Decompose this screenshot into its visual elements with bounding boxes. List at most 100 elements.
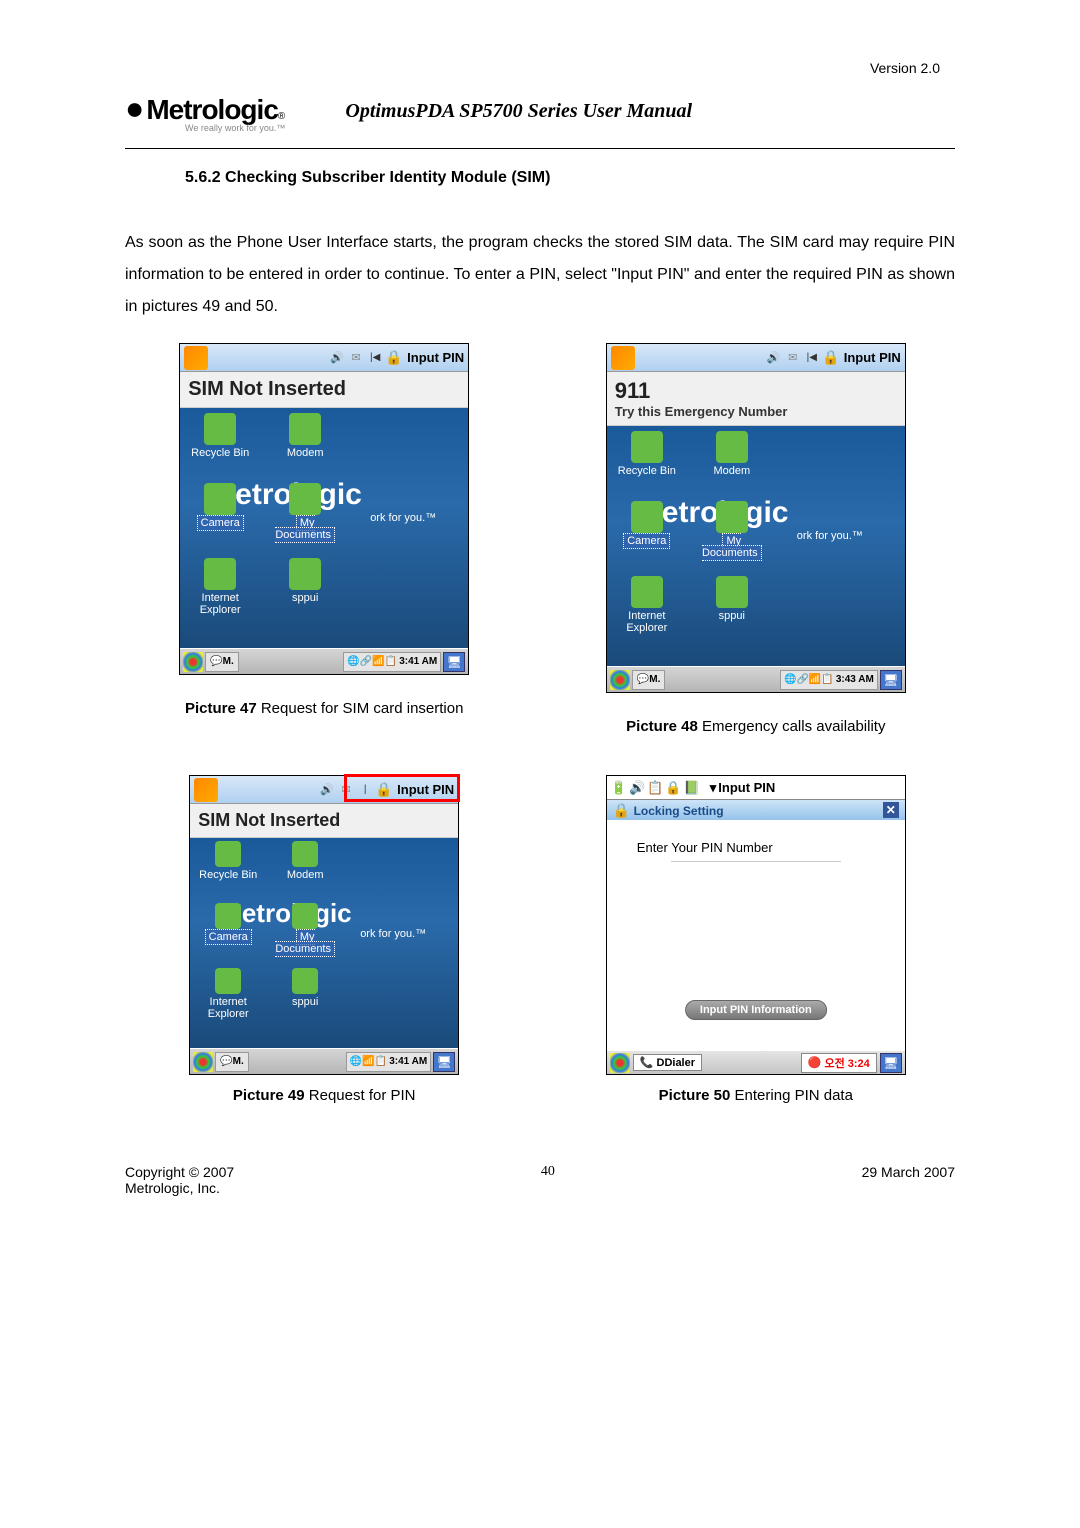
docs-icon (292, 903, 318, 929)
modem-label: Modem (713, 465, 750, 477)
recycle-icon (204, 413, 236, 445)
recycle-icon (631, 431, 663, 463)
logo-block: ● Metrologic ® We really work for you.™ (125, 90, 285, 133)
envelope-icon: ✉ (785, 350, 801, 366)
recycle-label: Recycle Bin (199, 869, 257, 881)
section-number: 5.6.2 (185, 169, 221, 186)
logo-tagline: We really work for you.™ (185, 123, 285, 133)
company: Metrologic, Inc. (125, 1180, 234, 1196)
input-pin-button[interactable]: Input PIN Information (685, 1000, 827, 1020)
ie-icon (631, 576, 663, 608)
version-text: Version 2.0 (870, 60, 940, 76)
wallpaper-sub: ork for you.™ (370, 512, 436, 524)
speaker-icon: 🔊 (629, 780, 645, 796)
orange-icon: 📋 (647, 780, 663, 796)
ddialer-button[interactable]: 📞DDialer (633, 1054, 702, 1071)
camera-label: Camera (197, 515, 244, 531)
lock-icon: 🔒 (386, 350, 402, 366)
copyright: Copyright © 2007 (125, 1164, 234, 1180)
divider (125, 148, 955, 149)
taskbar-desktop[interactable]: 🖥 (433, 1052, 455, 1072)
app-icon (184, 346, 208, 370)
taskbar-tray: 🌐🔗📶📋 3:41 AM (343, 652, 441, 672)
battery-icon: 🔋 (611, 780, 627, 796)
taskbar-desktop[interactable]: 🖥 (443, 652, 465, 672)
caption-bold: Picture 50 (659, 1087, 731, 1104)
caption-bold: Picture 47 (185, 700, 257, 717)
close-button[interactable]: ✕ (883, 802, 899, 818)
pictures-row-2: 🔊 ✉ | 🔒 Input PIN SIM Not Inserted Metro… (125, 775, 955, 1134)
speaker-icon: 🔊 (329, 350, 345, 366)
wallpaper-sub: ork for you.™ (797, 530, 863, 542)
camera-label: Camera (205, 929, 252, 945)
taskbar-desktop[interactable]: 🖥 (880, 1053, 902, 1073)
ie-icon (204, 558, 236, 590)
caption-text: Request for PIN (305, 1087, 416, 1104)
logo-reg: ® (278, 111, 285, 122)
taskbar-app[interactable]: 💬M. (215, 1052, 249, 1072)
sim-not-inserted: SIM Not Inserted (188, 378, 460, 401)
sim-not-inserted: SIM Not Inserted (198, 810, 450, 831)
modem-icon (289, 413, 321, 445)
bt-icon (289, 558, 321, 590)
red-highlight (344, 774, 460, 802)
docs-label: My Documents (275, 929, 335, 957)
docs-icon (289, 483, 321, 515)
camera-icon (215, 903, 241, 929)
enter-pin-text: Enter Your PIN Number (637, 840, 885, 855)
caption-text: Emergency calls availability (698, 718, 886, 735)
footer: Copyright © 2007 Metrologic, Inc. 40 29 … (125, 1164, 955, 1196)
section-title: Checking Subscriber Identity Module (SIM… (225, 169, 550, 186)
lock-icon: 🔒 (665, 780, 681, 796)
taskbar-app[interactable]: 💬M. (205, 652, 239, 672)
manual-title: OptimusPDA SP5700 Series User Manual (345, 100, 692, 123)
ie-label: Internet Explorer (208, 996, 249, 1020)
lock-icon: 🔒 (613, 802, 630, 818)
modem-icon (292, 841, 318, 867)
bt-icon (716, 576, 748, 608)
recycle-label: Recycle Bin (191, 447, 249, 459)
ie-icon (215, 968, 241, 994)
pin-input-line[interactable] (671, 861, 841, 862)
sppui-label: sppui (292, 592, 318, 604)
caption-bold: Picture 49 (233, 1087, 305, 1104)
locking-title: Locking Setting (634, 804, 724, 818)
start-button[interactable] (183, 652, 203, 672)
start-button[interactable] (193, 1052, 213, 1072)
taskbar-app[interactable]: 💬M. (632, 670, 666, 690)
app-icon (194, 778, 218, 802)
dropdown-text[interactable]: Input PIN (718, 780, 775, 795)
sppui-label: sppui (292, 996, 318, 1008)
start-button[interactable] (610, 1053, 630, 1073)
modem-icon (716, 431, 748, 463)
ie-label: Internet Explorer (200, 592, 241, 616)
body-paragraph: As soon as the Phone User Interface star… (125, 227, 955, 323)
picture-49: 🔊 ✉ | 🔒 Input PIN SIM Not Inserted Metro… (125, 775, 523, 1134)
speaker-icon: 🔊 (319, 782, 335, 798)
pictures-row-1: 🔊 ✉ |◀ 🔒 Input PIN SIM Not Inserted Metr… (125, 343, 955, 765)
start-button[interactable] (610, 670, 630, 690)
taskbar-tray: 🌐📶📋 3:41 AM (346, 1052, 431, 1072)
titlebar-text: Input PIN (844, 350, 901, 365)
picture-48: 🔊 ✉ |◀ 🔒 Input PIN 911 Try this Emergenc… (557, 343, 955, 765)
app-icon (611, 346, 635, 370)
titlebar-text: Input PIN (407, 350, 464, 365)
header-row: ● Metrologic ® We really work for you.™ … (125, 90, 955, 133)
bt-icon (292, 968, 318, 994)
modem-label: Modem (287, 447, 324, 459)
taskbar-desktop[interactable]: 🖥 (880, 670, 902, 690)
ie-label: Internet Explorer (626, 610, 667, 634)
docs-icon (716, 501, 748, 533)
envelope-icon: ✉ (348, 350, 364, 366)
lock-icon: 🔒 (823, 350, 839, 366)
task-tray: 🔴오전 3:24 (801, 1053, 877, 1073)
page-number: 40 (541, 1164, 555, 1196)
modem-label: Modem (287, 869, 324, 881)
camera-icon (631, 501, 663, 533)
camera-icon (204, 483, 236, 515)
wallpaper-sub: ork for you.™ (360, 928, 426, 940)
docs-label: My Documents (275, 515, 335, 543)
dropdown-arrow[interactable]: ▾ (710, 780, 717, 796)
recycle-label: Recycle Bin (618, 465, 676, 477)
logo-text: Metrologic (146, 94, 278, 126)
